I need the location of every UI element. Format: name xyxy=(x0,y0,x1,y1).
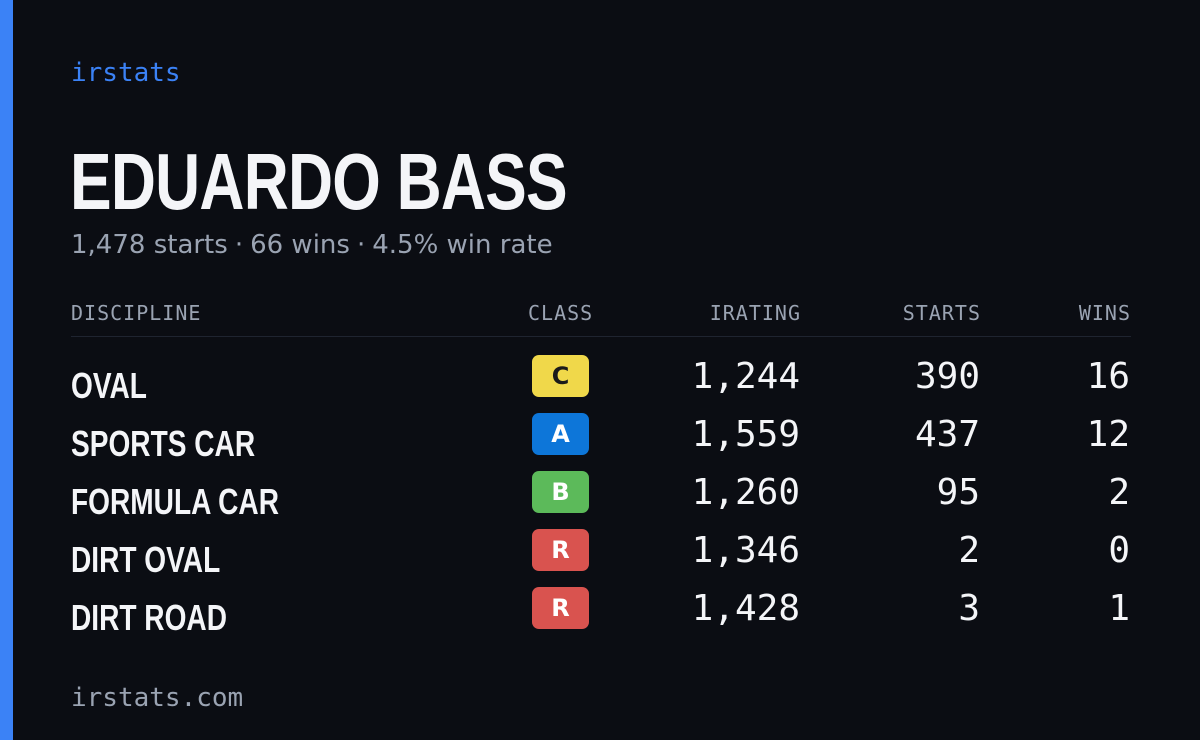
discipline-label: DIRT ROAD xyxy=(71,597,227,638)
starts-value: 437 xyxy=(914,414,980,455)
starts-value: 95 xyxy=(936,472,980,513)
discipline-table: DISCIPLINE CLASS IRATING STARTS WINS OVA… xyxy=(71,298,1131,643)
class-badge: R xyxy=(532,529,589,571)
header-discipline: DISCIPLINE xyxy=(71,301,202,325)
table-row: SPORTS CAR A 1,559 437 12 xyxy=(71,411,1131,469)
header-starts: STARTS xyxy=(902,301,981,325)
footer-url[interactable]: irstats.com xyxy=(71,683,244,713)
table-row: DIRT ROAD R 1,428 3 1 xyxy=(71,585,1131,643)
discipline-label: FORMULA CAR xyxy=(71,481,279,522)
summary-starts: 1,478 starts xyxy=(71,230,228,260)
wins-value: 1 xyxy=(1108,588,1130,629)
starts-value: 3 xyxy=(958,588,980,629)
table-row: OVAL C 1,244 390 16 xyxy=(71,353,1131,411)
starts-value: 390 xyxy=(914,356,980,397)
driver-summary: 1,478 starts · 66 wins · 4.5% win rate xyxy=(71,228,553,262)
header-irating: IRATING xyxy=(709,301,801,325)
irating-value: 1,260 xyxy=(691,472,800,513)
irating-value: 1,346 xyxy=(691,530,800,571)
table-row: DIRT OVAL R 1,346 2 0 xyxy=(71,527,1131,585)
starts-value: 2 xyxy=(958,530,980,571)
header-wins: WINS xyxy=(1078,301,1131,325)
table-row: FORMULA CAR B 1,260 95 2 xyxy=(71,469,1131,527)
class-badge: B xyxy=(532,471,589,513)
irating-value: 1,428 xyxy=(691,588,800,629)
class-badge: R xyxy=(532,587,589,629)
class-badge: C xyxy=(532,355,589,397)
wins-value: 0 xyxy=(1108,530,1130,571)
discipline-label: DIRT OVAL xyxy=(71,539,221,580)
table-header: DISCIPLINE CLASS IRATING STARTS WINS xyxy=(71,298,1131,337)
irating-value: 1,559 xyxy=(691,414,800,455)
driver-name: EDUARDO BASS xyxy=(70,137,568,226)
header-class: CLASS xyxy=(528,301,594,325)
summary-separator: · xyxy=(356,230,366,260)
brand-logo[interactable]: irstats xyxy=(71,58,181,88)
accent-bar xyxy=(0,0,13,740)
summary-win-rate: 4.5% win rate xyxy=(372,230,553,260)
wins-value: 2 xyxy=(1108,472,1130,513)
class-badge: A xyxy=(532,413,589,455)
summary-separator: · xyxy=(234,230,244,260)
discipline-label: SPORTS CAR xyxy=(71,423,256,464)
discipline-label: OVAL xyxy=(71,365,147,406)
wins-value: 12 xyxy=(1086,414,1130,455)
wins-value: 16 xyxy=(1086,356,1130,397)
table-body: OVAL C 1,244 390 16 SPORTS CAR A 1,559 4… xyxy=(71,353,1131,643)
summary-wins: 66 wins xyxy=(250,230,350,260)
irating-value: 1,244 xyxy=(691,356,800,397)
